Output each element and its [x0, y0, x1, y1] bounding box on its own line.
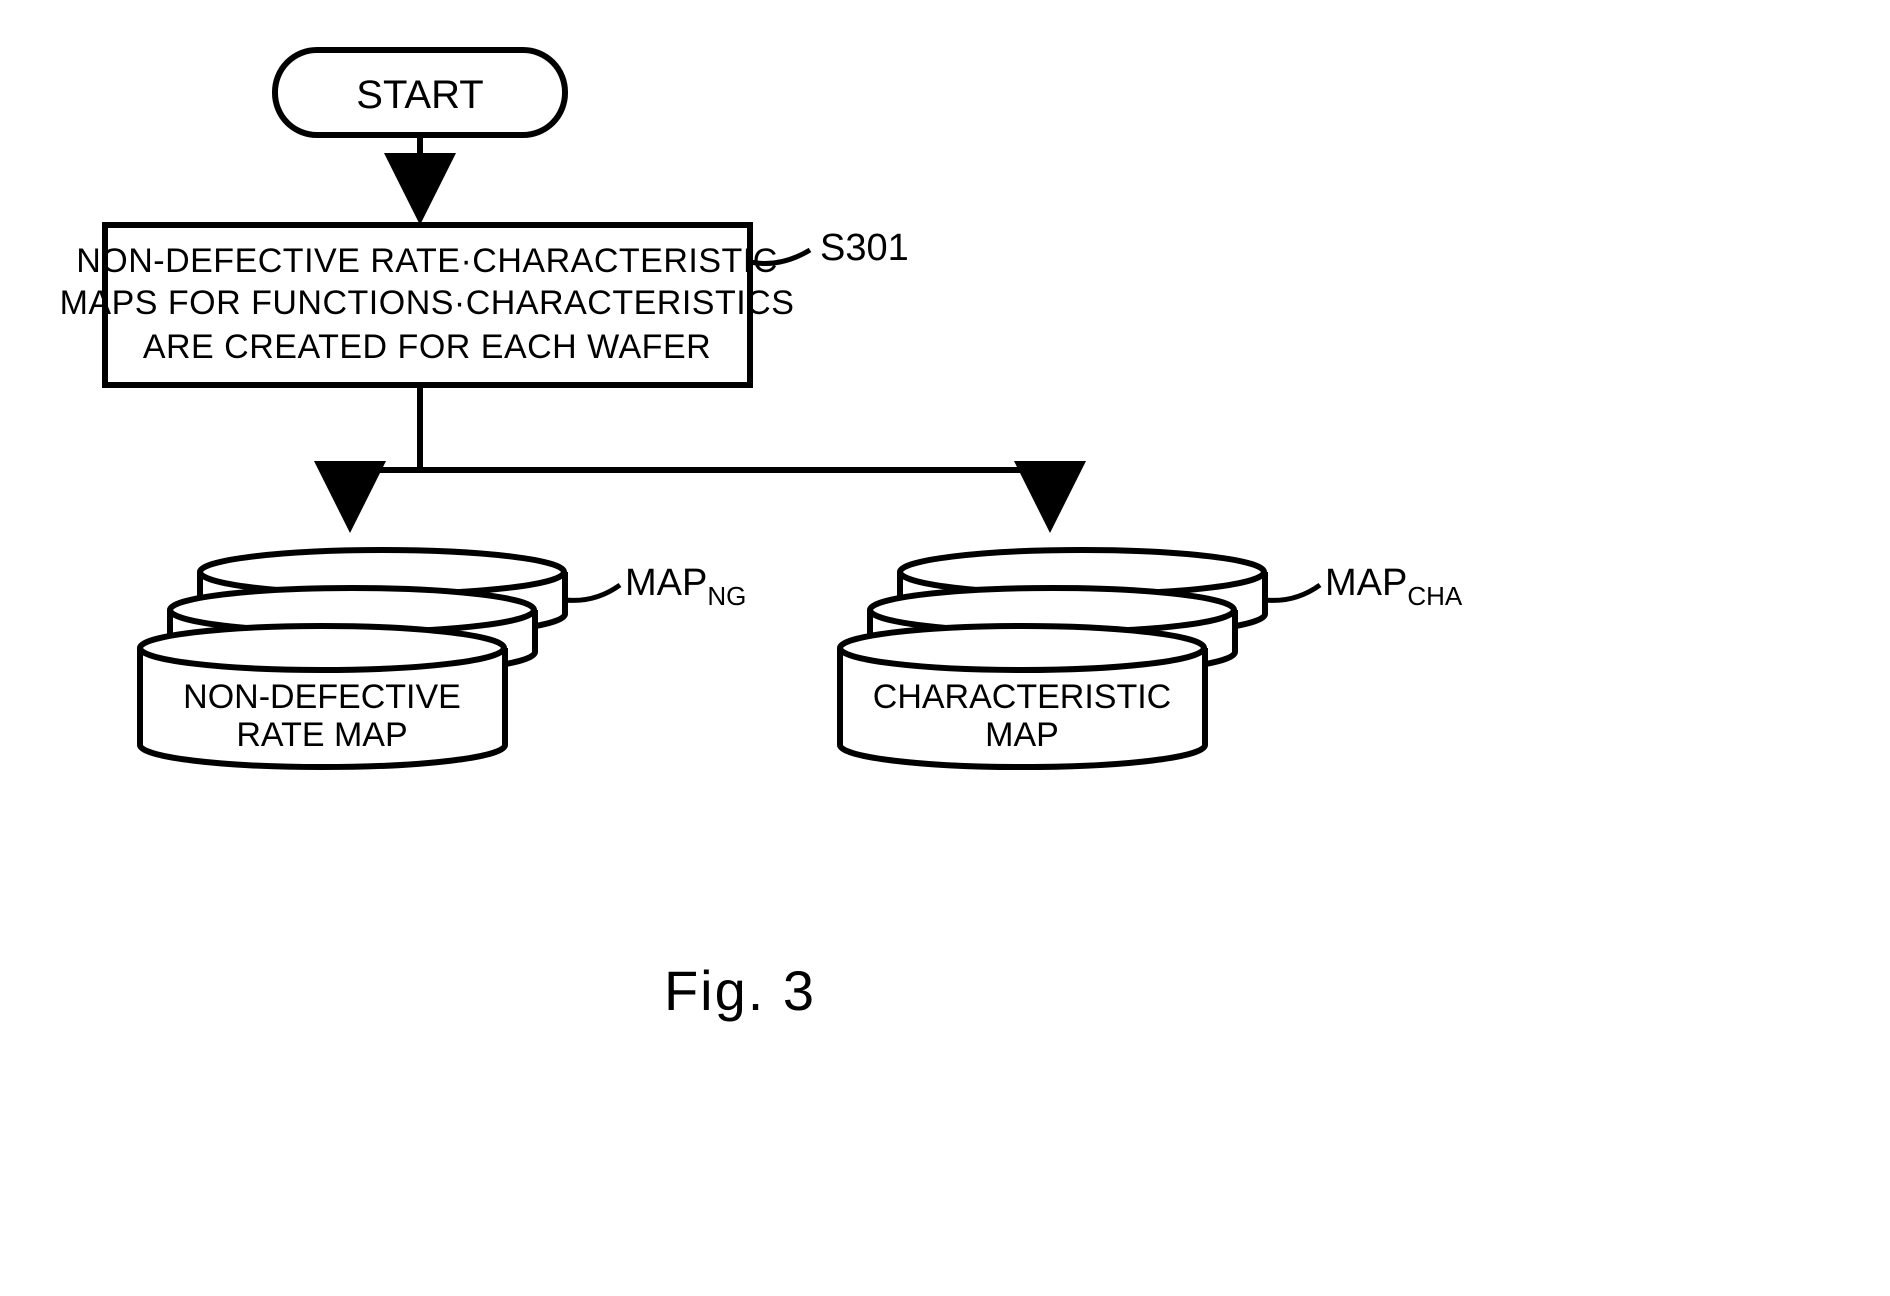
db-left-label-2: RATE MAP	[236, 716, 407, 754]
process-label-line3: ARE CREATED FOR EACH WAFER	[143, 328, 711, 366]
edge-branch-right	[420, 470, 1050, 527]
figure-label: Fig. 3	[664, 959, 816, 1022]
flowchart-canvas: START NON-DEFECTIVE RATE·CHARACTERISTIC …	[0, 0, 1890, 1296]
map-ng-main: MAP	[625, 562, 707, 604]
map-ng-sub: NG	[707, 581, 746, 611]
annotation-map-ng: MAPNG	[625, 562, 746, 611]
process-label-line1: NON-DEFECTIVE RATE·CHARACTERISTIC	[76, 242, 778, 280]
map-cha-main: MAP	[1325, 562, 1407, 604]
edge-branch-left	[350, 470, 420, 527]
db-left-label-1: NON-DEFECTIVE	[183, 678, 461, 716]
leader-map-ng	[565, 585, 620, 600]
db-right-label-2: MAP	[985, 716, 1059, 754]
leader-map-cha	[1265, 585, 1320, 600]
map-cha-sub: CHA	[1407, 581, 1463, 611]
annotation-s301: S301	[820, 227, 909, 269]
start-label: START	[356, 73, 483, 117]
annotation-map-cha: MAPCHA	[1325, 562, 1463, 611]
db-right-label-1: CHARACTERISTIC	[873, 678, 1171, 716]
process-label-line2: MAPS FOR FUNCTIONS·CHARACTERISTICS	[60, 284, 795, 322]
